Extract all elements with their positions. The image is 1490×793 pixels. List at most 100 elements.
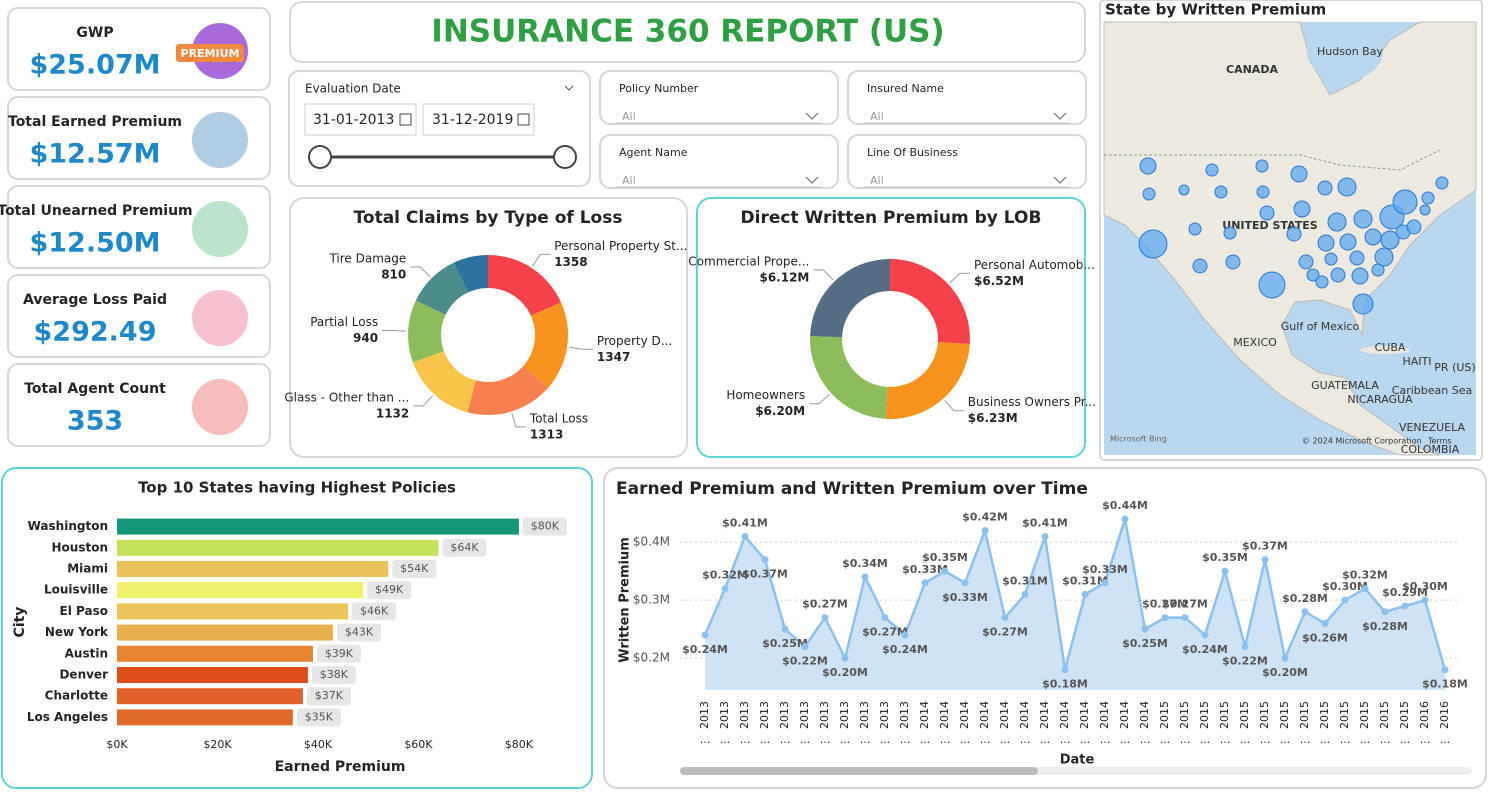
point[interactable] [1021,590,1029,598]
donut-slice[interactable] [810,259,890,338]
point[interactable] [1141,625,1149,633]
map-bubble[interactable] [1293,200,1311,218]
map-bubble[interactable] [1290,165,1308,183]
point[interactable] [1421,596,1429,604]
point[interactable] [701,631,709,639]
map-bubble[interactable] [1324,252,1338,266]
point[interactable] [1181,614,1189,622]
point[interactable] [1101,579,1109,587]
point[interactable] [1041,532,1049,540]
map-bubble[interactable] [1258,271,1286,299]
slider-handle[interactable] [308,145,332,169]
point[interactable] [801,643,809,651]
point[interactable] [1121,515,1129,523]
map-bubble[interactable] [1315,275,1329,289]
map-bubble[interactable] [1214,185,1228,199]
map-bubble[interactable] [1255,159,1269,173]
map-bubble[interactable] [1142,187,1156,201]
bar[interactable] [117,688,303,705]
point[interactable] [1441,666,1449,674]
map-bubble[interactable] [1353,209,1373,229]
donut-slice[interactable] [467,365,549,416]
map-bubble[interactable] [1349,250,1365,266]
point[interactable] [1341,596,1349,604]
chevron[interactable] [805,112,819,120]
point[interactable] [1261,556,1269,564]
map-bubble[interactable] [1317,180,1333,196]
bar[interactable] [117,561,389,577]
map-bubble[interactable] [1419,204,1431,216]
map-bubble[interactable] [1139,157,1157,175]
point[interactable] [761,556,769,564]
bar[interactable] [117,667,308,683]
point[interactable] [861,573,869,581]
bar[interactable] [117,709,293,726]
map-bubble[interactable] [1223,226,1237,240]
map-bubble[interactable] [1298,254,1314,270]
point[interactable] [741,532,749,540]
point[interactable] [1241,643,1249,651]
map-bubble[interactable] [1317,234,1335,252]
date-input[interactable] [304,103,417,136]
map-bubble[interactable] [1306,268,1320,282]
point[interactable] [1061,666,1069,674]
point[interactable] [1301,608,1309,616]
point[interactable] [1361,585,1369,593]
scrollbar-thumb[interactable] [680,767,1038,775]
map-bubble[interactable] [1364,228,1382,246]
map-bubble[interactable] [1435,176,1449,190]
point[interactable] [1161,614,1169,622]
map-bubble[interactable] [1337,177,1357,197]
map-bubble[interactable] [1192,258,1208,274]
map-bubble[interactable] [1178,184,1190,196]
slider-handle[interactable] [553,145,577,169]
point[interactable] [1321,619,1329,627]
donut-slice[interactable] [453,255,488,293]
donut-slice[interactable] [890,259,970,345]
dropdown-value[interactable]: All [870,110,884,123]
map-bubble[interactable] [1406,219,1422,235]
bar[interactable] [117,539,439,556]
dropdown-value[interactable]: All [622,110,636,123]
point[interactable] [1081,590,1089,598]
map-bubble[interactable] [1286,226,1302,242]
point[interactable] [1221,567,1229,575]
map-bubble[interactable] [1138,229,1168,259]
bar[interactable] [117,582,364,599]
chevron[interactable] [564,85,574,91]
point[interactable] [721,585,729,593]
point[interactable] [981,527,989,535]
point[interactable] [881,614,889,622]
chevron[interactable] [805,176,819,184]
point[interactable] [1001,614,1009,622]
bar[interactable] [117,624,334,641]
map-bubble[interactable] [1392,189,1418,215]
map-bubble[interactable] [1330,267,1346,283]
map-bubble[interactable] [1374,247,1394,267]
map-bubble[interactable] [1327,212,1347,232]
point[interactable] [781,625,789,633]
dropdown-value[interactable]: All [622,174,636,187]
bar[interactable] [117,603,349,620]
chevron[interactable] [1053,176,1067,184]
point[interactable] [921,579,929,587]
bar[interactable] [117,518,519,535]
map-bubble[interactable] [1225,254,1241,270]
donut-slice[interactable] [415,262,468,315]
donut-slice[interactable] [408,300,446,363]
map-bubble[interactable] [1205,163,1219,177]
donut-slice[interactable] [885,342,970,419]
bar[interactable] [117,645,313,662]
donut-slice[interactable] [412,351,476,413]
map-bubble[interactable] [1371,263,1385,277]
map-bubble[interactable] [1256,185,1270,199]
donut-slice[interactable] [488,255,562,316]
map-bubble[interactable] [1352,293,1374,315]
donut-slice[interactable] [810,336,888,419]
donut-slice[interactable] [523,302,569,388]
point[interactable] [941,567,949,575]
map-credit[interactable]: Terms [1427,437,1452,446]
point[interactable] [841,654,849,662]
map-bubble[interactable] [1339,233,1357,251]
point[interactable] [1401,602,1409,610]
